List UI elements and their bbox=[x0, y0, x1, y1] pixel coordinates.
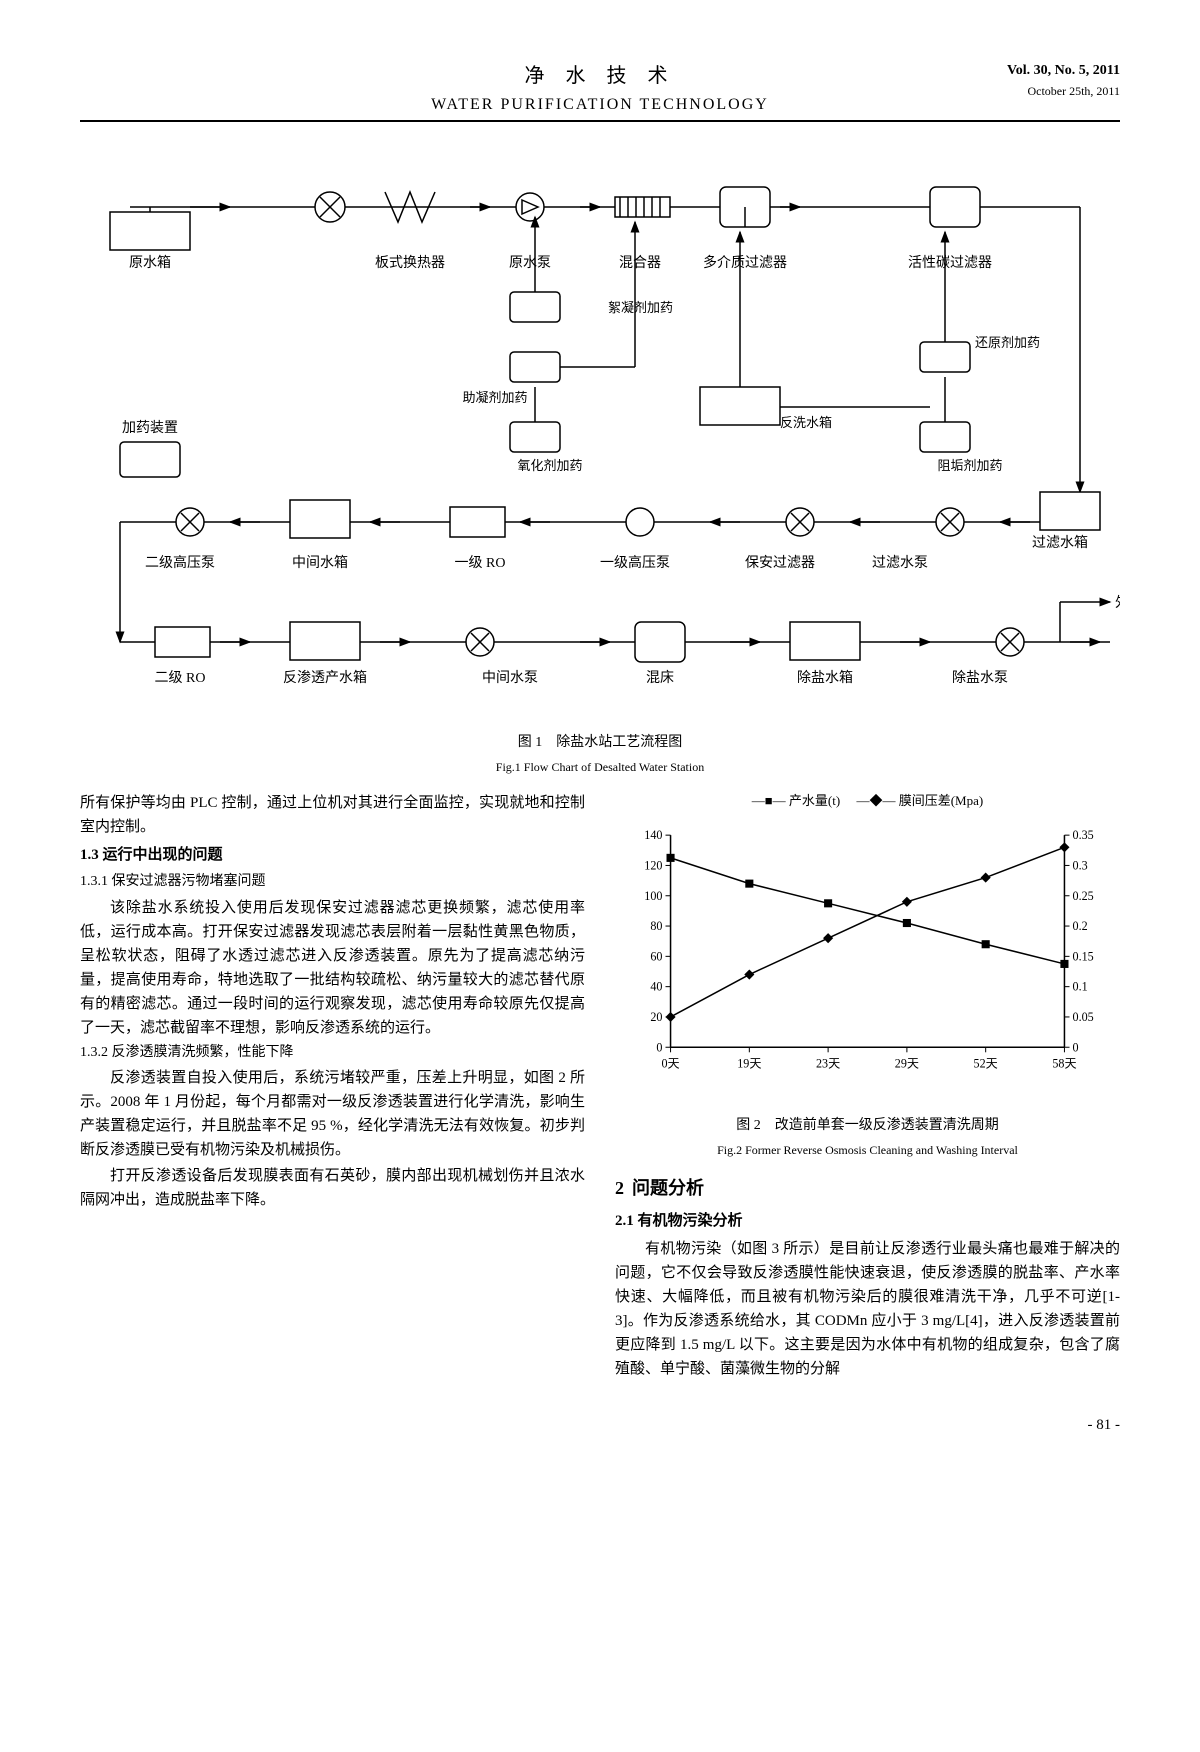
flow-diagram: 原水箱 板式换热器 原水泵 混合器 多介质过滤器 活性碳过滤器 絮凝剂加药 助凝… bbox=[80, 152, 1120, 712]
svg-text:絮凝剂加药: 絮凝剂加药 bbox=[608, 300, 673, 315]
line-chart: 0 20 40 60 80 100 120 140 0 0.05 0.1 0.15 0.2 0.25 0.3… bbox=[615, 820, 1120, 1103]
volume-info: Vol. 30, No. 5, 2011 bbox=[1007, 60, 1120, 82]
svg-text:100: 100 bbox=[644, 889, 662, 903]
fig2-caption-en: Fig.2 Former Reverse Osmosis Cleaning an… bbox=[615, 1141, 1120, 1160]
svg-text:反渗透产水箱: 反渗透产水箱 bbox=[283, 670, 367, 686]
para-plc: 所有保护等均由 PLC 控制，通过上位机对其进行全面监控，实现就地和控制室内控制… bbox=[80, 791, 585, 839]
fig1-caption-en: Fig.1 Flow Chart of Desalted Water Stati… bbox=[80, 758, 1120, 777]
svg-text:中间水箱: 中间水箱 bbox=[292, 555, 348, 571]
svg-text:0.1: 0.1 bbox=[1073, 980, 1088, 994]
svg-text:混床: 混床 bbox=[646, 670, 674, 686]
svg-text:0.3: 0.3 bbox=[1073, 858, 1088, 872]
fig1-caption-cn: 图 1 除盐水站工艺流程图 bbox=[80, 732, 1120, 754]
svg-text:二级 RO: 二级 RO bbox=[155, 670, 206, 686]
svg-text:阻垢剂加药: 阻垢剂加药 bbox=[937, 458, 1002, 473]
para-organic: 有机物污染（如图 3 所示）是目前让反渗透行业最头痛也最难于解决的问题，它不仅会… bbox=[615, 1237, 1120, 1381]
svg-text:还原剂加药: 还原剂加药 bbox=[975, 335, 1040, 350]
fig2-caption-cn: 图 2 改造前单套一级反渗透装置清洗周期 bbox=[615, 1115, 1120, 1137]
svg-text:0.05: 0.05 bbox=[1073, 1010, 1094, 1024]
svg-text:过滤水泵: 过滤水泵 bbox=[872, 555, 928, 571]
svg-text:29天: 29天 bbox=[895, 1056, 919, 1070]
svg-text:0.35: 0.35 bbox=[1073, 828, 1094, 842]
svg-text:0: 0 bbox=[1073, 1040, 1079, 1054]
svg-text:19天: 19天 bbox=[737, 1056, 761, 1070]
svg-text:加药装置: 加药装置 bbox=[122, 420, 178, 436]
svg-text:23天: 23天 bbox=[816, 1056, 840, 1070]
heading-1-3-2: 1.3.2 反渗透膜清洗频繁，性能下降 bbox=[80, 1042, 585, 1064]
page-header: 净 水 技 术 WATER PURIFICATION TECHNOLOGY Vo… bbox=[80, 60, 1120, 122]
svg-text:保安过滤器: 保安过滤器 bbox=[745, 555, 815, 571]
heading-1-3: 1.3 运行中出现的问题 bbox=[80, 843, 585, 867]
svg-text:外供: 外供 bbox=[1115, 595, 1120, 611]
page-number: - 81 - bbox=[80, 1413, 1120, 1437]
heading-1-3-1: 1.3.1 保安过滤器污物堵塞问题 bbox=[80, 871, 585, 893]
journal-title-en: WATER PURIFICATION TECHNOLOGY bbox=[80, 92, 1120, 118]
chart-legend: —■— 产水量(t) —◆— 膜间压差(Mpa) bbox=[615, 791, 1120, 812]
svg-text:0天: 0天 bbox=[661, 1056, 679, 1070]
left-column: 所有保护等均由 PLC 控制，通过上位机对其进行全面监控，实现就地和控制室内控制… bbox=[80, 791, 585, 1383]
svg-text:板式换热器: 板式换热器 bbox=[375, 254, 445, 271]
svg-text:二级高压泵: 二级高压泵 bbox=[145, 554, 215, 571]
svg-text:中间水泵: 中间水泵 bbox=[482, 670, 538, 686]
svg-text:氧化剂加药: 氧化剂加药 bbox=[517, 458, 582, 473]
legend-marker-square: —■— bbox=[752, 793, 789, 808]
svg-text:除盐水箱: 除盐水箱 bbox=[797, 670, 853, 686]
svg-text:过滤水箱: 过滤水箱 bbox=[1032, 535, 1088, 551]
date-info: October 25th, 2011 bbox=[1007, 82, 1120, 101]
svg-text:反洗水箱: 反洗水箱 bbox=[780, 415, 832, 430]
svg-text:40: 40 bbox=[650, 980, 662, 994]
svg-text:58天: 58天 bbox=[1052, 1056, 1076, 1070]
header-meta: Vol. 30, No. 5, 2011 October 25th, 2011 bbox=[1007, 60, 1120, 102]
svg-text:原水箱: 原水箱 bbox=[129, 255, 171, 271]
svg-text:60: 60 bbox=[650, 949, 662, 963]
legend-marker-diamond: —◆— bbox=[843, 793, 898, 808]
svg-text:原水泵: 原水泵 bbox=[509, 255, 551, 271]
para-filter: 该除盐水系统投入使用后发现保安过滤器滤芯更换频繁，滤芯使用率低，运行成本高。打开… bbox=[80, 896, 585, 1040]
svg-text:20: 20 bbox=[650, 1010, 662, 1024]
svg-text:助凝剂加药: 助凝剂加药 bbox=[462, 390, 527, 405]
svg-text:一级 RO: 一级 RO bbox=[455, 555, 506, 571]
svg-text:一级高压泵: 一级高压泵 bbox=[600, 554, 670, 571]
body-columns: 所有保护等均由 PLC 控制，通过上位机对其进行全面监控，实现就地和控制室内控制… bbox=[80, 791, 1120, 1383]
heading-2-1: 2.1 有机物污染分析 bbox=[615, 1209, 1120, 1233]
svg-text:活性碳过滤器: 活性碳过滤器 bbox=[908, 255, 992, 271]
para-ro-clean: 反渗透装置自投入使用后，系统污堵较严重，压差上升明显，如图 2 所示。2008 … bbox=[80, 1066, 585, 1162]
svg-text:120: 120 bbox=[644, 858, 662, 872]
svg-text:混合器: 混合器 bbox=[619, 255, 661, 271]
para-ro-damage: 打开反渗透设备后发现膜表面有石英砂，膜内部出现机械划伤并且浓水隔网冲出，造成脱盐… bbox=[80, 1164, 585, 1212]
svg-text:140: 140 bbox=[644, 828, 662, 842]
svg-text:0: 0 bbox=[656, 1040, 662, 1054]
right-column: —■— 产水量(t) —◆— 膜间压差(Mpa) 0 20 40 60 80 100 120… bbox=[615, 791, 1120, 1383]
journal-title-cn: 净 水 技 术 bbox=[80, 60, 1120, 92]
svg-text:多介质过滤器: 多介质过滤器 bbox=[703, 254, 787, 271]
svg-text:80: 80 bbox=[650, 919, 662, 933]
svg-text:0.25: 0.25 bbox=[1073, 889, 1094, 903]
svg-text:0.15: 0.15 bbox=[1073, 949, 1094, 963]
svg-text:52天: 52天 bbox=[974, 1056, 998, 1070]
svg-text:除盐水泵: 除盐水泵 bbox=[952, 670, 1008, 686]
svg-text:0.2: 0.2 bbox=[1073, 919, 1088, 933]
heading-2: 2问题分析 bbox=[615, 1174, 1120, 1203]
